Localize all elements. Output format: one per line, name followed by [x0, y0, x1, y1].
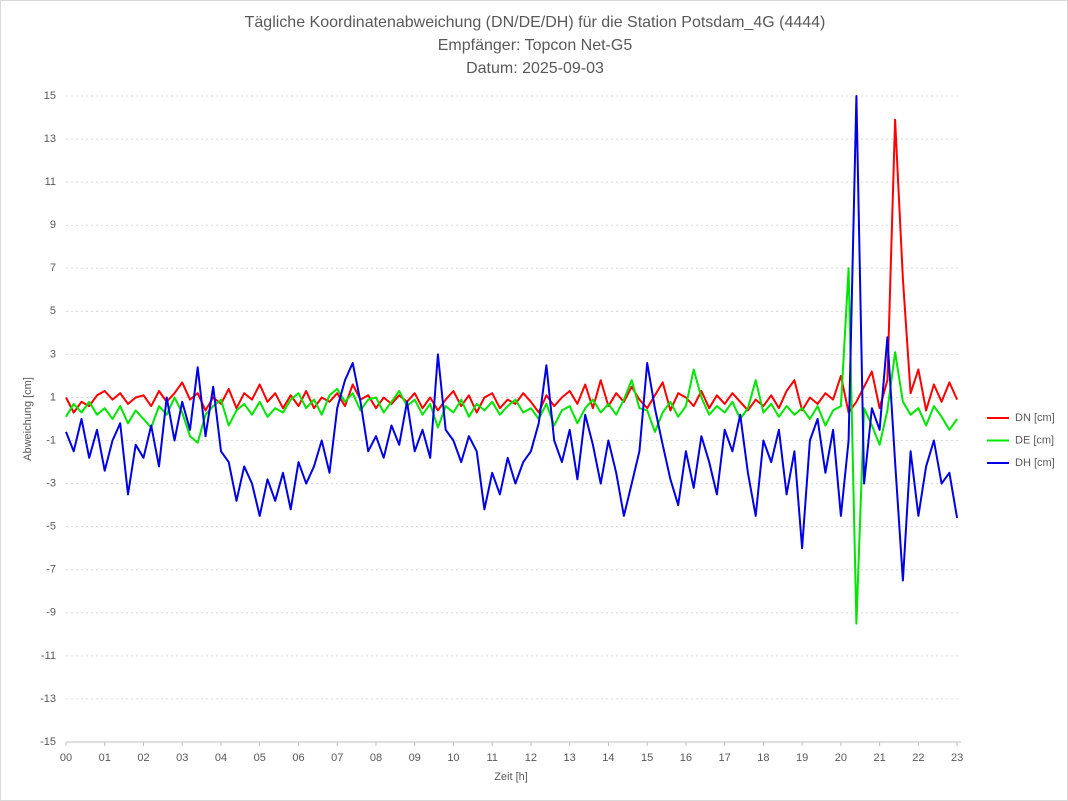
y-tick-label: -11	[41, 650, 56, 662]
x-tick-label: 13	[564, 752, 576, 764]
x-axis-label: Zeit [h]	[494, 771, 528, 783]
y-tick-label: -7	[46, 564, 56, 576]
x-tick-label: 16	[680, 752, 692, 764]
x-tick-label: 07	[331, 752, 343, 764]
legend-label: DH [cm]	[1015, 457, 1055, 469]
chart-subtitle: Empfänger: Topcon Net-G5	[438, 37, 633, 54]
x-tick-label: 02	[137, 752, 149, 764]
x-tick-label: 17	[719, 752, 731, 764]
x-tick-label: 20	[835, 752, 847, 764]
x-tick-label: 00	[60, 752, 72, 764]
x-tick-label: 01	[99, 752, 111, 764]
chart-title: Tägliche Koordinatenabweichung (DN/DE/DH…	[245, 14, 826, 31]
x-tick-label: 18	[757, 752, 769, 764]
y-tick-label: -9	[46, 607, 56, 619]
x-tick-label: 06	[292, 752, 304, 764]
x-tick-label: 23	[951, 752, 963, 764]
y-tick-label: 3	[50, 348, 56, 360]
x-tick-label: 11	[486, 752, 497, 764]
y-tick-label: 1	[50, 391, 56, 403]
y-tick-label: -1	[46, 434, 56, 446]
x-tick-label: 09	[409, 752, 421, 764]
data-line	[65, 267, 958, 625]
x-tick-label: 04	[215, 752, 227, 764]
x-tick-label: 05	[254, 752, 266, 764]
x-tick-label: 10	[447, 752, 459, 764]
x-tick-label: 14	[602, 752, 614, 764]
y-tick-label: -13	[40, 693, 56, 705]
data-line	[65, 95, 959, 582]
y-tick-label: 15	[44, 90, 56, 102]
y-tick-label: -5	[46, 521, 56, 533]
x-tick-label: 21	[874, 752, 886, 764]
y-axis-label: Abweichung [cm]	[22, 377, 34, 461]
y-tick-label: 13	[44, 133, 56, 145]
data-line	[65, 118, 959, 414]
y-tick-label: 5	[50, 305, 56, 317]
chart-subtitle: Datum: 2025-09-03	[466, 60, 604, 77]
y-tick-label: 9	[50, 219, 56, 231]
x-tick-label: 03	[176, 752, 188, 764]
y-tick-label: -3	[46, 478, 56, 490]
legend-label: DE [cm]	[1015, 434, 1054, 446]
y-tick-label: 7	[50, 262, 56, 274]
x-tick-label: 12	[525, 752, 537, 764]
x-tick-label: 19	[796, 752, 808, 764]
legend-label: DN [cm]	[1015, 412, 1055, 424]
x-tick-label: 15	[641, 752, 653, 764]
y-tick-label: -15	[40, 736, 56, 748]
x-tick-label: 08	[370, 752, 382, 764]
x-tick-label: 22	[912, 752, 924, 764]
y-tick-label: 11	[45, 176, 56, 188]
